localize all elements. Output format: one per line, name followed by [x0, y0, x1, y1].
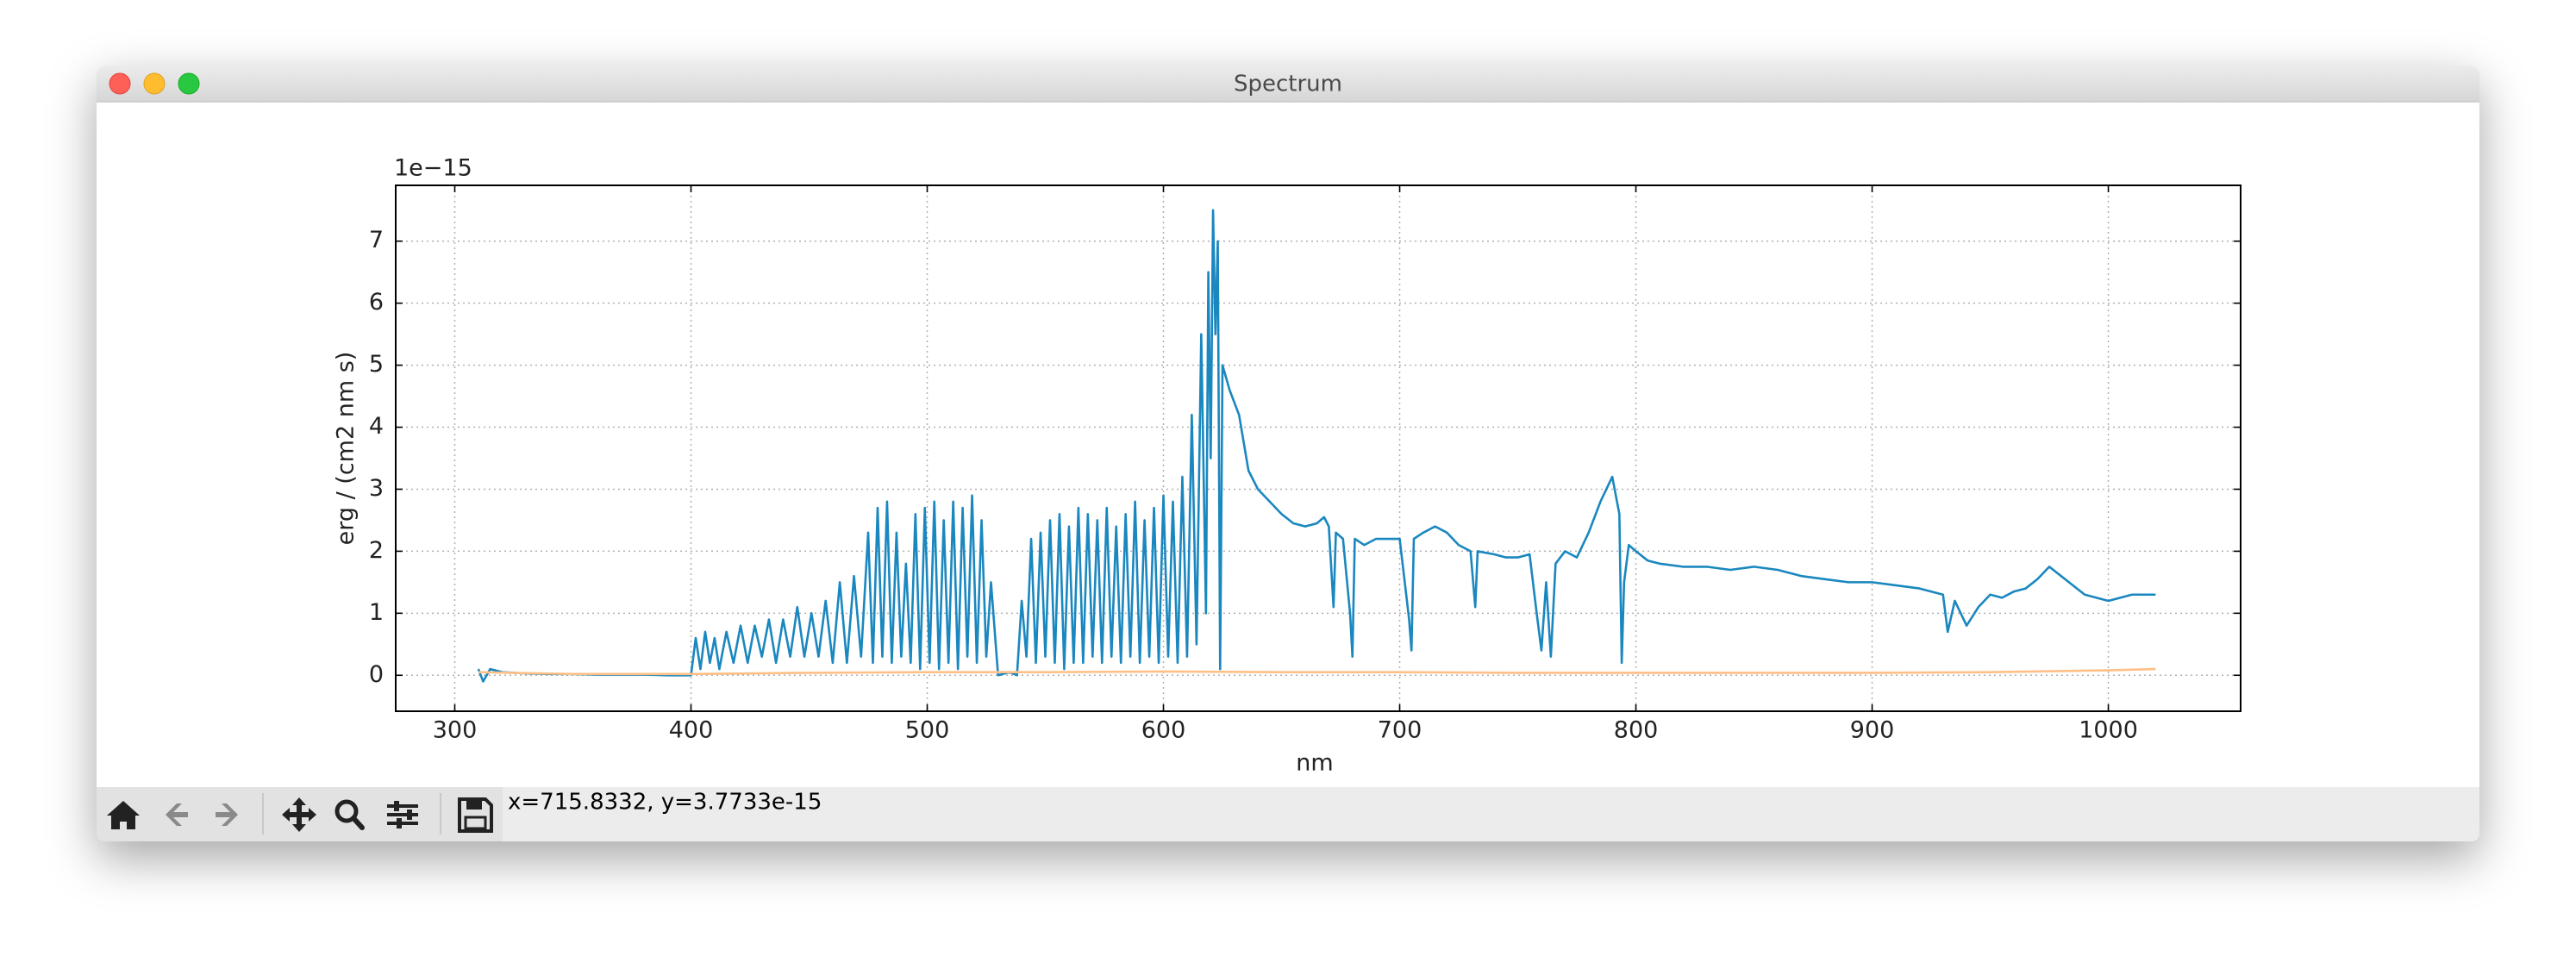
- save-icon: [458, 797, 493, 833]
- y-tick-label: 2: [369, 537, 384, 564]
- home-icon: [107, 801, 140, 829]
- y-tick-label: 0: [369, 661, 384, 688]
- zoom-button[interactable]: [178, 72, 200, 95]
- zoom-icon: [335, 799, 359, 823]
- slider-knob: [397, 818, 402, 828]
- x-tick-label: 600: [1141, 717, 1186, 744]
- plot-frame: [395, 184, 2241, 712]
- save-button[interactable]: [458, 797, 493, 833]
- pan-button[interactable]: [282, 797, 316, 832]
- slider-line: [387, 822, 418, 825]
- configure-button[interactable]: [387, 801, 418, 828]
- title-bar: [97, 66, 2479, 102]
- x-tick-label: 400: [669, 717, 714, 744]
- y-tick-label: 5: [369, 351, 384, 378]
- plot-lines: [477, 209, 2156, 683]
- forward-icon: [216, 803, 238, 826]
- offset-text: 1e−15: [394, 155, 472, 182]
- window-frame: [97, 66, 2479, 841]
- x-tick-label: 700: [1378, 717, 1422, 744]
- window-title: Spectrum: [1234, 72, 1342, 97]
- x-tick-label: 500: [905, 717, 950, 744]
- slider-knob: [394, 801, 399, 811]
- back-button[interactable]: [166, 803, 188, 826]
- slider-knob: [407, 810, 412, 820]
- y-tick-label: 6: [369, 289, 384, 316]
- ticks: 300 400 500 600 700 800 900 1000 0 1 2 3 4 5 6 7: [369, 185, 2241, 744]
- x-axis-label: nm: [1296, 750, 1333, 777]
- y-tick-label: 3: [369, 475, 384, 502]
- slider-line: [387, 813, 418, 816]
- save-icon-shutter: [466, 801, 482, 810]
- spectrum-line: [478, 667, 2156, 676]
- x-tick-label: 900: [1850, 717, 1895, 744]
- y-axis-label: erg / (cm2 nm s): [333, 352, 360, 546]
- zoom-rect-button[interactable]: [335, 799, 365, 830]
- close-button[interactable]: [109, 72, 131, 95]
- home-button[interactable]: [107, 801, 140, 829]
- back-icon: [166, 803, 188, 826]
- y-tick-label: 4: [369, 413, 384, 440]
- x-tick-label: 800: [1614, 717, 1659, 744]
- y-tick-label: 1: [369, 599, 384, 626]
- zoom-icon-handle: [351, 816, 365, 830]
- x-tick-label: 1000: [2079, 717, 2138, 744]
- spectrum-line: [477, 209, 2156, 683]
- status-text: x=715.8332, y=3.7733e-15: [508, 790, 822, 816]
- x-tick-label: 300: [433, 717, 478, 744]
- chart: 1e−15 nm erg / (cm2 nm s) 300 400 500 600 70…: [333, 155, 2241, 777]
- grid: [396, 185, 2241, 711]
- pan-icon: [282, 797, 316, 832]
- forward-button[interactable]: [216, 803, 238, 826]
- save-icon-label: [464, 816, 487, 830]
- y-tick-label: 7: [369, 227, 384, 253]
- slider-line: [387, 804, 418, 808]
- minimize-button[interactable]: [143, 72, 166, 95]
- window: Spectrum x=715.8332, y=3.7733e-15: [97, 66, 2479, 841]
